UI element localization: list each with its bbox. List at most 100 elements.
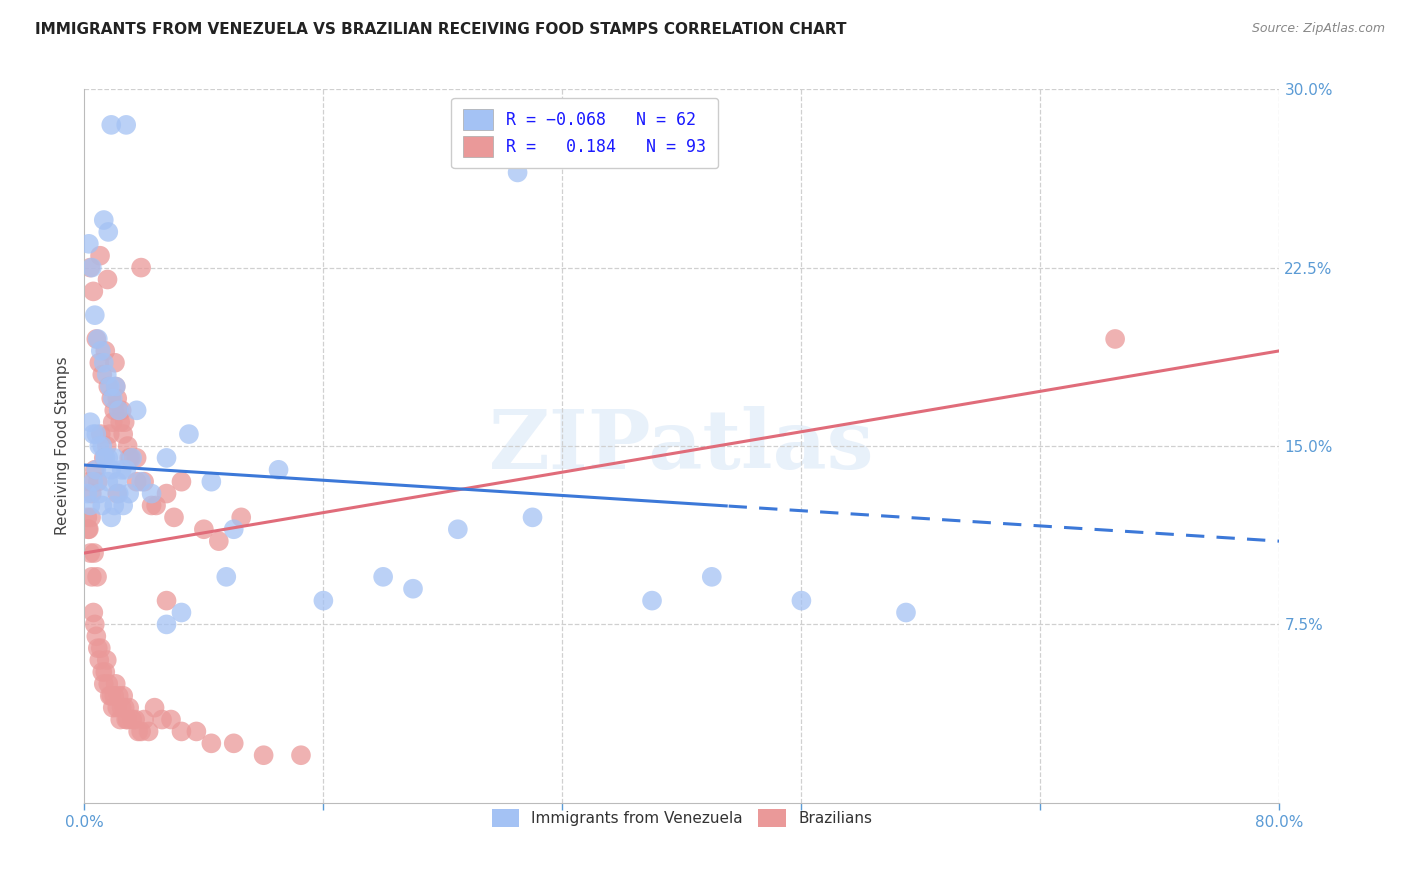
Point [132, 475, 156, 489]
Point [89, 356, 111, 370]
Point [118, 700, 141, 714]
Point [894, 606, 917, 620]
Point [93, 450, 115, 465]
Point [80, 260, 103, 275]
Point [129, 475, 152, 489]
Point [222, 736, 245, 750]
Point [111, 403, 134, 417]
Point [110, 415, 132, 429]
Point [200, 736, 222, 750]
Point [98, 689, 121, 703]
Point [107, 403, 129, 417]
Point [112, 499, 135, 513]
Point [100, 463, 122, 477]
Point [91, 665, 114, 679]
Point [177, 427, 200, 442]
Point [111, 700, 134, 714]
Point [170, 475, 193, 489]
Point [112, 689, 135, 703]
Point [447, 522, 470, 536]
Point [105, 700, 128, 714]
Point [145, 499, 167, 513]
Text: IMMIGRANTS FROM VENEZUELA VS BRAZILIAN RECEIVING FOOD STAMPS CORRELATION CHART: IMMIGRANTS FROM VENEZUELA VS BRAZILIAN R… [35, 22, 846, 37]
Point [186, 724, 208, 739]
Point [700, 570, 723, 584]
Point [94, 343, 117, 358]
Point [90, 343, 112, 358]
Point [138, 724, 160, 739]
Point [110, 713, 132, 727]
Point [120, 450, 142, 465]
Legend: Immigrants from Venezuela, Brazilians: Immigrants from Venezuela, Brazilians [481, 798, 883, 838]
Point [87, 641, 110, 656]
Point [104, 356, 127, 370]
Point [155, 450, 177, 465]
Point [87, 332, 110, 346]
Point [125, 475, 148, 489]
Point [117, 713, 139, 727]
Point [215, 570, 238, 584]
Point [77, 236, 100, 251]
Point [170, 724, 193, 739]
Point [97, 475, 120, 489]
Point [104, 379, 127, 393]
Point [112, 427, 135, 442]
Point [107, 486, 129, 500]
Point [97, 677, 120, 691]
Point [80, 486, 103, 500]
Point [77, 522, 100, 536]
Point [129, 724, 152, 739]
Point [103, 689, 125, 703]
Point [79, 499, 101, 513]
Point [79, 546, 101, 560]
Point [97, 450, 120, 465]
Point [77, 522, 100, 536]
Point [87, 475, 110, 489]
Point [160, 713, 183, 727]
Point [89, 249, 111, 263]
Point [104, 379, 127, 393]
Point [193, 522, 215, 536]
Point [83, 617, 105, 632]
Point [82, 475, 104, 489]
Point [208, 534, 231, 549]
Point [101, 415, 124, 429]
Point [115, 118, 138, 132]
Point [150, 713, 173, 727]
Point [129, 260, 152, 275]
Point [100, 118, 122, 132]
Point [83, 546, 105, 560]
Point [267, 463, 290, 477]
Point [506, 165, 529, 179]
Point [86, 629, 108, 643]
Text: Source: ZipAtlas.com: Source: ZipAtlas.com [1251, 22, 1385, 36]
Point [107, 689, 129, 703]
Point [373, 570, 395, 584]
Point [100, 689, 122, 703]
Point [79, 415, 101, 429]
Point [83, 463, 105, 477]
Point [290, 748, 312, 763]
Point [101, 700, 124, 714]
Point [117, 439, 139, 453]
Point [253, 748, 276, 763]
Point [100, 510, 122, 524]
Point [105, 486, 128, 500]
Point [98, 427, 121, 442]
Point [91, 368, 114, 382]
Point [125, 403, 148, 417]
Point [121, 450, 143, 465]
Point [89, 653, 111, 667]
Point [231, 510, 253, 524]
Point [141, 499, 163, 513]
Point [100, 392, 122, 406]
Point [96, 653, 118, 667]
Point [141, 486, 163, 500]
Point [155, 617, 177, 632]
Point [86, 427, 108, 442]
Point [105, 475, 128, 489]
Point [101, 392, 124, 406]
Point [83, 308, 105, 322]
Point [107, 403, 129, 417]
Point [94, 665, 117, 679]
